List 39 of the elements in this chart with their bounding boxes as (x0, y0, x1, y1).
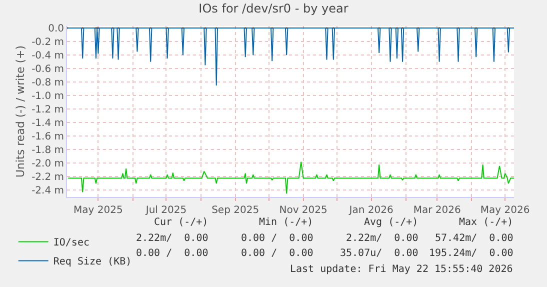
y-tick-label: -1.0 m (32, 91, 64, 102)
x-tick-label: Jan 2026 (348, 205, 394, 216)
line-series (68, 28, 514, 86)
y-tick-label: -2.2 m (32, 172, 64, 184)
text: 57.42m/ 0.00 (435, 233, 514, 244)
x-tick-label: Jul 2025 (144, 205, 187, 216)
text: Cur (-/+) (154, 217, 208, 228)
y-axis-title: Units read (-) / write (+) (14, 45, 28, 178)
y-tick-label: -0.2 m (32, 37, 64, 48)
x-tick-label: May 2026 (480, 205, 530, 216)
y-tick-label: -1.2 m (32, 104, 64, 116)
text: 2.22m/ 0.00 (136, 233, 208, 244)
legend-label: Req Size (KB) (53, 256, 132, 268)
text: Min (-/+) (259, 217, 314, 228)
y-tick-label: -0.4 m (32, 50, 64, 62)
text: 0.00 / 0.00 (241, 248, 314, 259)
y-tick-label: -1.6 m (32, 132, 64, 143)
y-tick-label: -2.0 m (32, 158, 64, 170)
x-tick-label: Mar 2026 (413, 205, 461, 216)
text: 35.07u/ 0.00 (340, 248, 418, 259)
x-tick-label: Nov 2025 (279, 205, 328, 216)
y-tick-label: -1.8 m (32, 145, 64, 156)
y-tick-label: -1.4 m (32, 118, 64, 130)
y-tick-label: 0.0 (48, 24, 64, 35)
text: 2.22m/ 0.00 (346, 233, 418, 244)
text: Avg (-/+) (364, 217, 418, 228)
text: 0.00 / 0.00 (241, 233, 314, 244)
text: 0.00 / 0.00 (136, 248, 208, 259)
x-tick-label: Sep 2025 (212, 205, 260, 216)
chart-title: IOs for /dev/sr0 - by year (198, 1, 348, 16)
text: Last update: Fri May 22 15:55:40 2026 (290, 264, 513, 275)
text: 195.24m/ 0.00 (429, 248, 514, 259)
y-tick-label: -0.6 m (32, 64, 64, 76)
x-tick-label: May 2025 (74, 205, 123, 216)
legend-label: IO/sec (53, 238, 90, 249)
text: Max (-/+) (459, 217, 514, 228)
y-tick-label: -2.4 m (32, 186, 64, 197)
y-tick-label: -0.8 m (32, 78, 64, 89)
line-series (68, 161, 514, 194)
